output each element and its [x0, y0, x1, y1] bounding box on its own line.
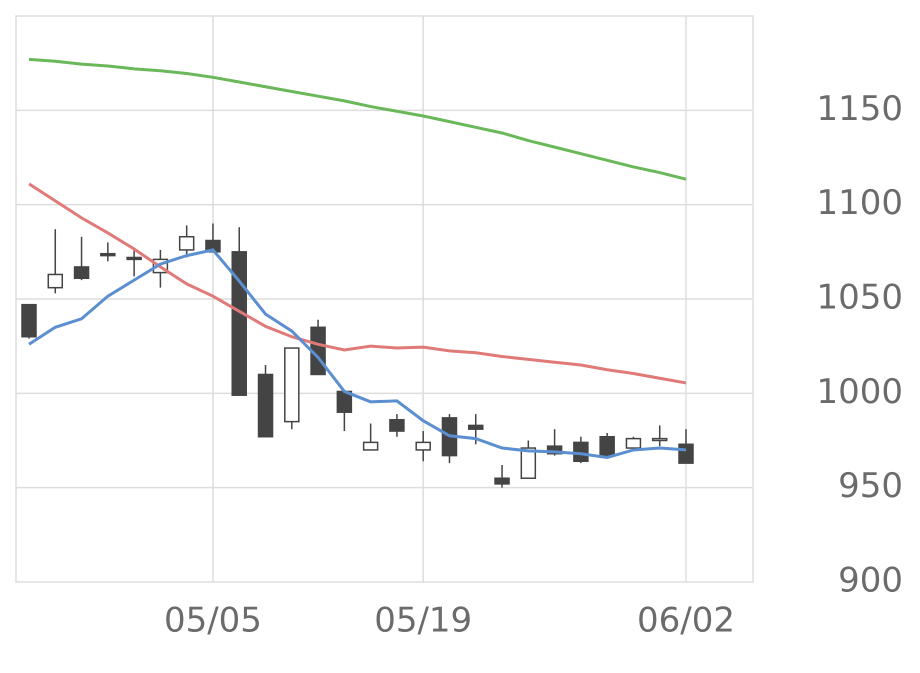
y-tick-label: 900	[838, 561, 903, 601]
candle-body	[520, 447, 537, 479]
x-tick-label: 05/19	[374, 601, 472, 641]
candle-body	[494, 477, 510, 485]
candle-body	[625, 437, 642, 449]
moving-average-line	[28, 248, 687, 460]
moving-average-line	[28, 57, 687, 181]
candle-body	[678, 443, 694, 464]
y-tick-label: 1150	[816, 89, 903, 129]
candle-body	[21, 303, 37, 338]
y-tick-label: 1000	[816, 372, 903, 412]
moving-average-line	[28, 182, 687, 385]
candle-body	[47, 273, 64, 289]
candle-body	[468, 424, 484, 430]
candle-body	[546, 445, 563, 455]
y-tick-label: 1100	[816, 183, 903, 223]
x-tick-label: 06/02	[637, 601, 735, 641]
candle-body	[100, 252, 116, 257]
candle-body	[599, 435, 615, 457]
candle-body	[573, 441, 589, 463]
y-tick-label: 1050	[816, 278, 903, 318]
candle-body	[389, 418, 405, 432]
candle-body	[257, 373, 274, 438]
candle-body	[651, 437, 668, 442]
candle-body	[126, 256, 142, 261]
candle-body	[284, 347, 300, 423]
candle-body	[415, 441, 431, 451]
y-tick-label: 950	[838, 466, 903, 506]
x-tick-label: 05/05	[164, 601, 262, 641]
candle-body	[178, 235, 195, 251]
candle-body	[362, 441, 379, 451]
candle-body	[73, 266, 90, 279]
